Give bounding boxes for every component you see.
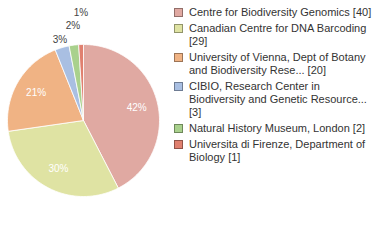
svg-text:2%: 2% [66, 20, 81, 31]
html-text:Centre for Biodiversity Genomi: Centre for Biodiversity Genomics [40] [189, 6, 372, 18]
svg-text:21%: 21% [26, 87, 46, 98]
svg-text:3%: 3% [53, 34, 68, 45]
svg-text:42%: 42% [127, 102, 147, 113]
html-text:Natural History Museum, London: Natural History Museum, London [2] [189, 122, 366, 134]
svg-text:1%: 1% [74, 7, 89, 18]
svg-text:30%: 30% [48, 163, 68, 174]
html-text:CIBIO, Research Center in Biod: CIBIO, Research Center in Biodiversity a… [189, 80, 367, 118]
html-text:Canadian Centre for DNA Barcod: Canadian Centre for DNA Barcoding [29] [189, 22, 367, 47]
html-text:University of Vienna, Dept of: University of Vienna, Dept of Botany and… [189, 51, 366, 76]
html-text:Universita di Firenze, Departm: Universita di Firenze, Department of Bio… [189, 138, 366, 163]
